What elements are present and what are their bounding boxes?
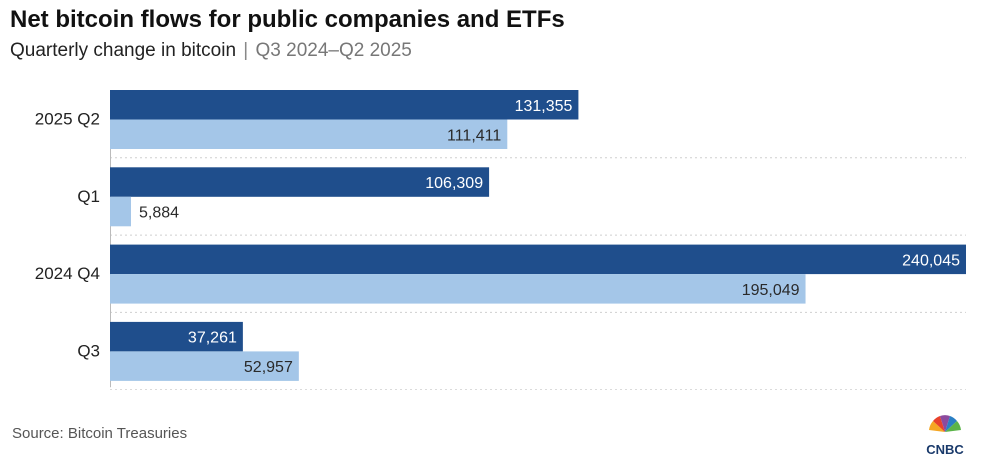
data-label: 5,884 — [139, 205, 179, 222]
cnbc-logo: CNBC — [926, 415, 964, 457]
bar-chart: 2025 Q2 131,355 111,411 Q1 106,309 5,884 2024 … — [35, 90, 966, 390]
bar-light — [110, 196, 131, 227]
bar-light — [110, 274, 806, 304]
category-label: Q1 — [77, 187, 100, 206]
data-label: 240,045 — [902, 252, 960, 269]
data-label: 111,411 — [447, 127, 501, 144]
subtitle-range: Q3 2024–Q2 2025 — [255, 40, 412, 61]
category-label: 2025 Q2 — [35, 110, 100, 129]
bar-dark — [110, 321, 243, 352]
data-label: 37,261 — [188, 330, 237, 347]
bar-dark — [110, 90, 579, 120]
bar-dark — [110, 244, 966, 275]
data-label: 106,309 — [425, 175, 483, 192]
category-label: Q3 — [77, 341, 100, 360]
subtitle-separator: | — [243, 40, 249, 61]
category-label: 2024 Q4 — [35, 264, 100, 283]
subtitle-main: Quarterly change in bitcoin — [10, 40, 237, 61]
chart-subtitle: Quarterly change in bitcoin | Q3 2024–Q2… — [10, 40, 412, 62]
data-label: 52,957 — [244, 359, 293, 376]
chart-title: Net bitcoin flows for public companies a… — [10, 6, 565, 33]
bar-dark — [110, 167, 490, 197]
bar-light — [110, 351, 299, 381]
data-label: 131,355 — [515, 98, 573, 115]
source-note: Source: Bitcoin Treasuries — [12, 425, 188, 442]
peacock-icon — [929, 415, 961, 432]
bar-light — [110, 119, 508, 149]
data-label: 195,049 — [742, 282, 800, 299]
logo-text: CNBC — [926, 442, 964, 457]
